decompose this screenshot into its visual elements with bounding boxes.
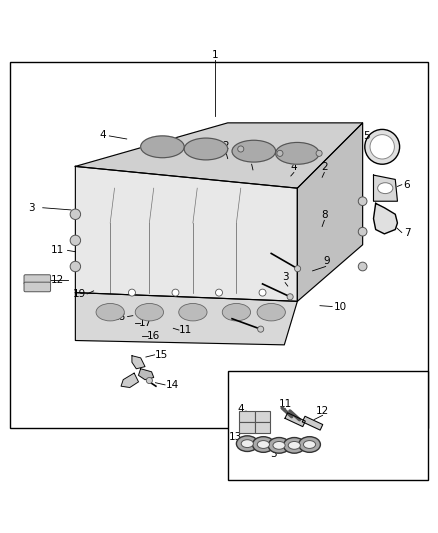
Ellipse shape [237,436,258,451]
Ellipse shape [253,437,274,453]
Circle shape [128,289,135,296]
Circle shape [287,294,293,300]
Ellipse shape [96,303,124,321]
Ellipse shape [179,303,207,321]
Polygon shape [374,175,397,201]
Bar [254,422,270,433]
Text: 12: 12 [50,274,64,285]
Ellipse shape [257,303,286,321]
Text: 2: 2 [321,162,328,172]
Text: 1: 1 [212,51,218,60]
Ellipse shape [135,303,163,321]
Circle shape [70,261,81,272]
Text: 11: 11 [50,245,64,255]
Circle shape [358,228,367,236]
Circle shape [358,262,367,271]
Text: 14: 14 [166,380,179,390]
Ellipse shape [273,441,285,449]
Circle shape [277,150,283,156]
Circle shape [172,289,179,296]
Text: 4: 4 [290,162,297,172]
Ellipse shape [222,303,251,321]
Ellipse shape [268,438,290,453]
Text: 15: 15 [155,350,168,360]
Text: 10: 10 [333,302,346,312]
Polygon shape [138,369,154,379]
Text: 6: 6 [404,180,410,190]
Ellipse shape [299,437,321,453]
Ellipse shape [276,142,319,164]
Text: 5: 5 [364,131,370,141]
Text: 3: 3 [282,272,289,282]
Polygon shape [121,373,138,387]
Ellipse shape [283,438,305,453]
Text: 18: 18 [113,312,127,321]
Text: 11: 11 [178,325,192,335]
Circle shape [258,326,264,332]
Text: 13: 13 [228,432,242,442]
Circle shape [238,146,244,152]
Text: 3: 3 [248,154,255,164]
Circle shape [358,197,367,206]
Polygon shape [132,356,145,369]
Text: 3: 3 [270,449,277,458]
Text: 8: 8 [321,210,328,220]
Text: 12: 12 [316,406,329,416]
Ellipse shape [288,441,300,449]
Ellipse shape [257,441,269,448]
Circle shape [146,377,152,384]
Polygon shape [75,293,297,345]
Polygon shape [75,166,297,301]
Polygon shape [297,123,363,301]
Bar [240,411,254,422]
Polygon shape [75,123,363,188]
Circle shape [365,130,399,164]
Circle shape [70,235,81,246]
Ellipse shape [184,138,228,160]
Ellipse shape [241,440,253,448]
Bar [254,411,270,422]
Circle shape [370,135,394,159]
Text: 4: 4 [238,404,244,414]
Bar [228,371,428,480]
Text: 9: 9 [324,256,330,266]
Text: 17: 17 [139,318,152,328]
Circle shape [70,209,81,220]
Circle shape [316,150,322,156]
Text: 2: 2 [222,141,229,150]
Bar [240,422,254,433]
Ellipse shape [141,136,184,158]
Polygon shape [285,413,305,426]
Circle shape [259,289,266,296]
Circle shape [215,289,223,296]
FancyBboxPatch shape [24,282,50,292]
Ellipse shape [304,441,316,448]
Text: 11: 11 [279,399,292,409]
Text: 4: 4 [99,130,106,140]
Circle shape [295,265,300,272]
Text: 16: 16 [147,331,160,341]
Ellipse shape [378,183,393,193]
Text: 3: 3 [28,203,35,213]
Text: 7: 7 [404,228,410,238]
Polygon shape [302,416,323,430]
Ellipse shape [232,140,276,162]
Bar [10,62,428,427]
FancyBboxPatch shape [24,275,50,284]
Polygon shape [374,204,397,234]
Text: 19: 19 [73,289,86,299]
